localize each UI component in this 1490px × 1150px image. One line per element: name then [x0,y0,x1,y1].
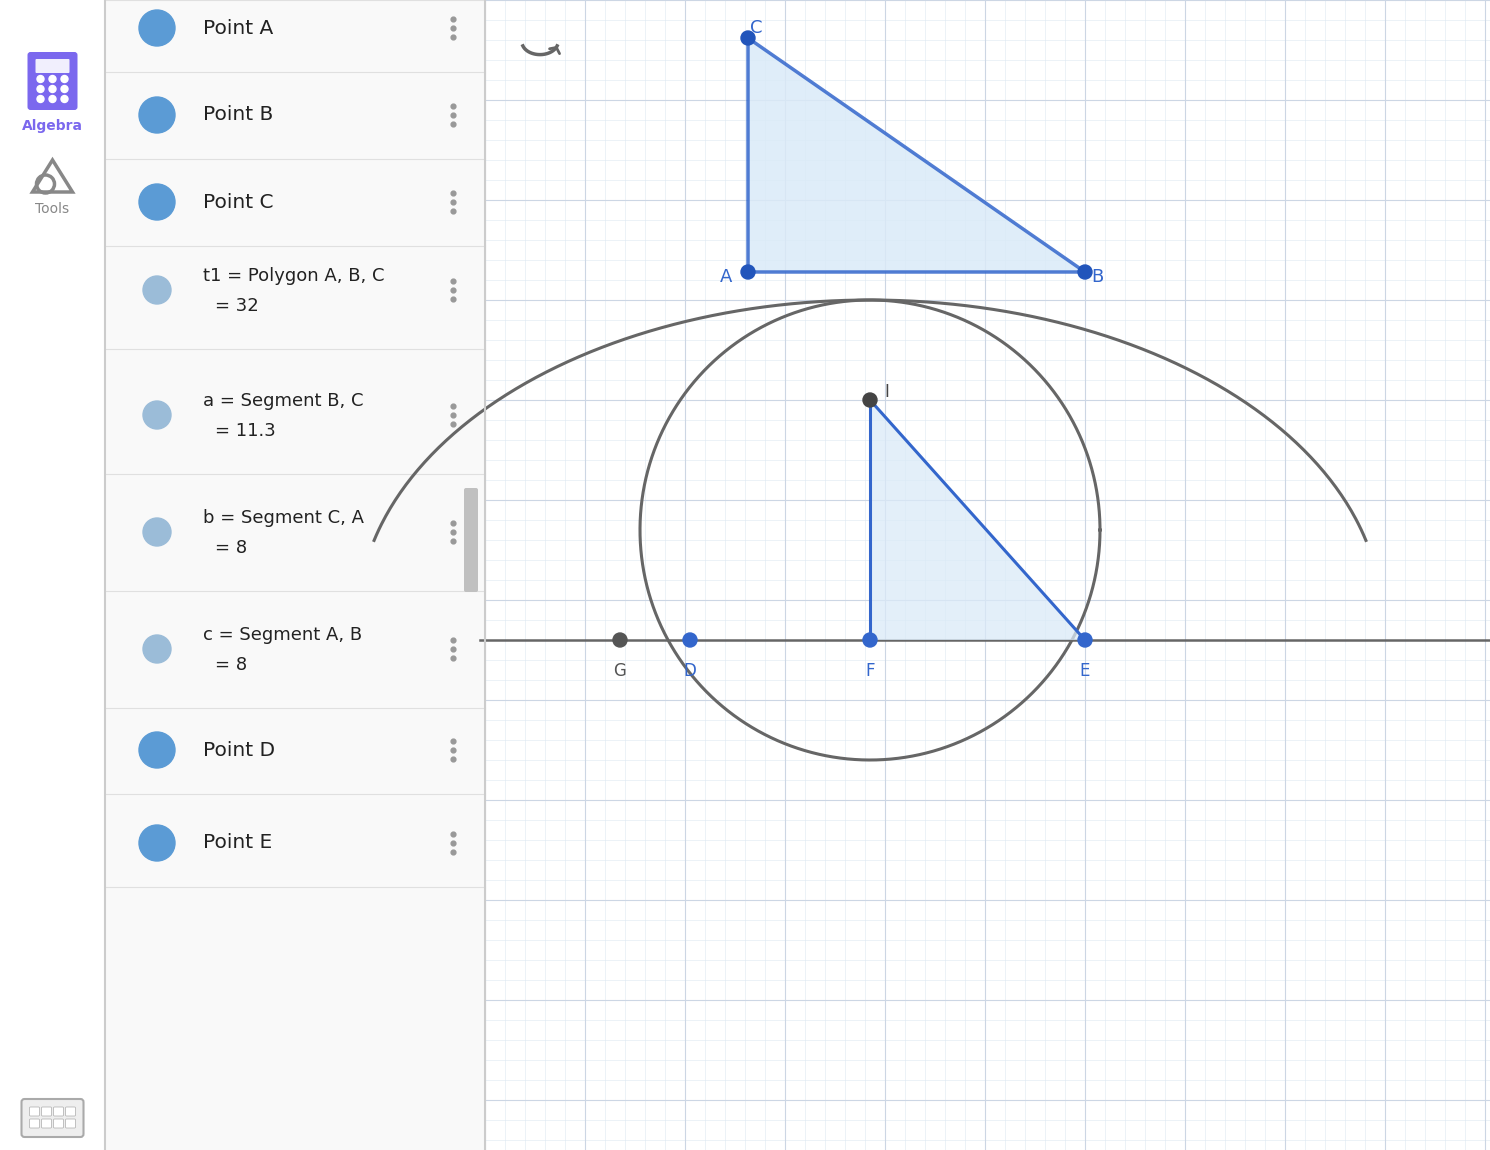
FancyBboxPatch shape [42,1119,52,1128]
Point [441,415,465,434]
Circle shape [612,632,627,647]
FancyBboxPatch shape [21,1099,83,1137]
FancyBboxPatch shape [30,1119,40,1128]
FancyBboxPatch shape [463,488,478,592]
Point [441,97,465,115]
Circle shape [143,635,171,664]
Circle shape [61,95,69,102]
Text: G: G [614,662,626,680]
Point [441,639,465,658]
Text: a = Segment B, C: a = Segment B, C [203,392,364,411]
FancyBboxPatch shape [66,1119,76,1128]
Point [441,834,465,852]
Point [441,28,465,46]
Circle shape [61,76,69,83]
Circle shape [741,31,755,45]
Point [441,184,465,202]
Point [441,843,465,861]
Point [441,631,465,650]
Point [441,18,465,37]
Circle shape [139,97,174,133]
Point [441,523,465,542]
Text: C: C [749,20,763,37]
Text: Point C: Point C [203,192,274,212]
Text: I: I [884,383,890,401]
Point [441,193,465,212]
Circle shape [139,10,174,46]
Text: c = Segment A, B: c = Segment A, B [203,626,362,644]
Circle shape [863,393,878,407]
Circle shape [37,95,45,102]
Text: D: D [684,662,696,680]
Circle shape [139,733,174,768]
Text: = 8: = 8 [215,539,247,557]
Point [441,271,465,290]
Circle shape [49,76,57,83]
FancyBboxPatch shape [42,1107,52,1116]
Text: Algebra: Algebra [22,118,83,133]
Point [441,290,465,308]
Circle shape [139,184,174,220]
Text: Point B: Point B [203,106,273,124]
Circle shape [863,632,878,647]
Text: Point D: Point D [203,741,276,759]
Point [441,106,465,124]
FancyBboxPatch shape [66,1107,76,1116]
FancyBboxPatch shape [54,1119,64,1128]
Text: t1 = Polygon A, B, C: t1 = Polygon A, B, C [203,267,384,285]
Circle shape [143,518,171,546]
Text: b = Segment C, A: b = Segment C, A [203,509,364,527]
Point [441,731,465,750]
Point [441,406,465,424]
Text: = 8: = 8 [215,656,247,674]
Circle shape [49,95,57,102]
Point [441,531,465,550]
FancyBboxPatch shape [54,1107,64,1116]
Text: = 32: = 32 [215,297,259,315]
Text: F: F [866,662,875,680]
Circle shape [49,85,57,92]
Circle shape [143,401,171,429]
Point [441,741,465,759]
Circle shape [682,632,697,647]
Circle shape [1077,632,1092,647]
Circle shape [1077,264,1092,279]
FancyBboxPatch shape [36,59,70,72]
Point [441,115,465,133]
Circle shape [37,76,45,83]
Circle shape [143,276,171,304]
Point [441,10,465,29]
Polygon shape [748,38,1085,273]
Polygon shape [870,400,1085,641]
Circle shape [139,825,174,861]
Circle shape [741,264,755,279]
Text: A: A [720,268,732,286]
Text: = 11.3: = 11.3 [215,422,276,440]
Text: Point A: Point A [203,18,273,38]
Point [441,750,465,768]
FancyBboxPatch shape [27,52,77,110]
Text: E: E [1080,662,1091,680]
FancyBboxPatch shape [30,1107,40,1116]
Point [441,825,465,843]
Point [441,514,465,532]
Text: B: B [1091,268,1103,286]
Point [441,281,465,299]
Point [441,649,465,667]
Circle shape [61,85,69,92]
Point [441,201,465,220]
Text: Tools: Tools [36,202,70,216]
Circle shape [37,85,45,92]
Text: Point E: Point E [203,834,273,852]
Point [441,397,465,415]
